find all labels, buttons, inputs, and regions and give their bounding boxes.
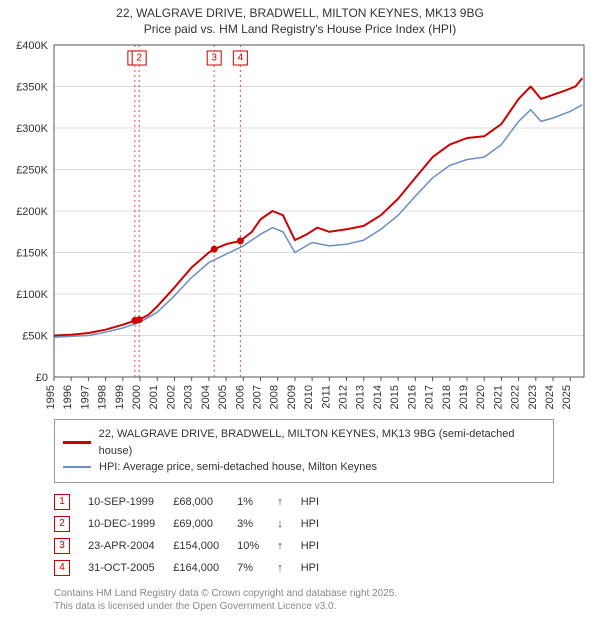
svg-text:4: 4 <box>238 53 244 64</box>
chart-svg: £0 £50K £100K £150K £200K £250K £300K £350K £400… <box>10 41 590 411</box>
sale-date: 31-OCT-2005 <box>88 557 173 579</box>
svg-text:2003: 2003 <box>183 385 195 409</box>
svg-text:£300K: £300K <box>16 123 48 135</box>
svg-text:2021: 2021 <box>492 385 504 409</box>
svg-text:2017: 2017 <box>424 385 436 409</box>
sale-suffix: HPI <box>301 557 337 579</box>
svg-text:3: 3 <box>211 53 217 64</box>
svg-text:£50K: £50K <box>22 331 48 343</box>
svg-text:2024: 2024 <box>544 385 556 409</box>
svg-text:2025: 2025 <box>561 385 573 409</box>
svg-text:£250K: £250K <box>16 165 48 177</box>
svg-text:2018: 2018 <box>441 385 453 409</box>
svg-text:1999: 1999 <box>114 385 126 409</box>
svg-text:2005: 2005 <box>217 385 229 409</box>
svg-text:2002: 2002 <box>165 385 177 409</box>
table-row: 1 10-SEP-1999£68,0001%↑HPI <box>54 491 337 513</box>
svg-text:2011: 2011 <box>320 385 332 409</box>
svg-text:£0: £0 <box>36 372 48 384</box>
sale-suffix: HPI <box>301 491 337 513</box>
svg-text:2007: 2007 <box>251 385 263 409</box>
svg-text:1997: 1997 <box>79 385 91 409</box>
svg-text:£100K: £100K <box>16 289 48 301</box>
sale-num: 3 <box>54 535 88 557</box>
svg-text:2015: 2015 <box>389 385 401 409</box>
legend-item: HPI: Average price, semi-detached house,… <box>63 459 545 476</box>
legend: 22, WALGRAVE DRIVE, BRADWELL, MILTON KEY… <box>54 419 554 483</box>
svg-text:2010: 2010 <box>303 385 315 409</box>
sale-suffix: HPI <box>301 513 337 535</box>
svg-text:2022: 2022 <box>510 385 522 409</box>
sale-arrow: ↑ <box>277 535 301 557</box>
title-line1: 22, WALGRAVE DRIVE, BRADWELL, MILTON KEY… <box>116 6 484 20</box>
svg-text:2012: 2012 <box>338 385 350 409</box>
svg-text:2014: 2014 <box>372 385 384 409</box>
svg-text:2004: 2004 <box>200 385 212 409</box>
sale-date: 10-DEC-1999 <box>88 513 173 535</box>
sale-num: 4 <box>54 557 88 579</box>
footer-attribution: Contains HM Land Registry data © Crown c… <box>54 587 590 613</box>
footer-line2: This data is licensed under the Open Gov… <box>54 601 336 612</box>
sale-price: £68,000 <box>173 491 237 513</box>
svg-text:1995: 1995 <box>45 385 57 409</box>
table-row: 3 23-APR-2004£154,00010%↑HPI <box>54 535 337 557</box>
sale-pct: 7% <box>237 557 277 579</box>
sale-pct: 10% <box>237 535 277 557</box>
table-row: 4 31-OCT-2005£164,0007%↑HPI <box>54 557 337 579</box>
svg-text:£150K: £150K <box>16 248 48 260</box>
title-line2: Price paid vs. HM Land Registry's House … <box>144 22 456 36</box>
sale-marker-badge: 1 <box>54 494 70 510</box>
svg-text:2008: 2008 <box>269 385 281 409</box>
sale-price: £164,000 <box>173 557 237 579</box>
table-row: 2 10-DEC-1999£69,0003%↓HPI <box>54 513 337 535</box>
sale-arrow: ↑ <box>277 491 301 513</box>
sale-arrow: ↑ <box>277 557 301 579</box>
legend-label: 22, WALGRAVE DRIVE, BRADWELL, MILTON KEY… <box>99 426 545 459</box>
svg-text:2020: 2020 <box>475 385 487 409</box>
legend-label: HPI: Average price, semi-detached house,… <box>99 459 377 476</box>
footer-line1: Contains HM Land Registry data © Crown c… <box>54 588 397 599</box>
svg-text:2000: 2000 <box>131 385 143 409</box>
sale-pct: 1% <box>237 491 277 513</box>
sale-marker-badge: 2 <box>54 516 70 532</box>
chart-title: 22, WALGRAVE DRIVE, BRADWELL, MILTON KEY… <box>10 6 590 37</box>
sale-date: 10-SEP-1999 <box>88 491 173 513</box>
sale-pct: 3% <box>237 513 277 535</box>
svg-text:2001: 2001 <box>148 385 160 409</box>
sale-date: 23-APR-2004 <box>88 535 173 557</box>
chart: £0 £50K £100K £150K £200K £250K £300K £350K £400… <box>10 41 590 411</box>
legend-swatch <box>63 466 91 468</box>
svg-text:2006: 2006 <box>234 385 246 409</box>
sale-marker-badge: 3 <box>54 538 70 554</box>
svg-text:2: 2 <box>136 53 142 64</box>
svg-text:£200K: £200K <box>16 206 48 218</box>
sale-suffix: HPI <box>301 535 337 557</box>
legend-item: 22, WALGRAVE DRIVE, BRADWELL, MILTON KEY… <box>63 426 545 459</box>
sales-table: 110-SEP-1999£68,0001%↑HPI210-DEC-1999£69… <box>54 491 337 579</box>
svg-text:2013: 2013 <box>355 385 367 409</box>
svg-text:£350K: £350K <box>16 82 48 94</box>
sale-num: 2 <box>54 513 88 535</box>
svg-text:2023: 2023 <box>527 385 539 409</box>
svg-text:2009: 2009 <box>286 385 298 409</box>
sale-marker-badge: 4 <box>54 560 70 576</box>
svg-text:2016: 2016 <box>406 385 418 409</box>
svg-text:£400K: £400K <box>16 41 48 52</box>
svg-text:1998: 1998 <box>97 385 109 409</box>
legend-swatch <box>63 441 91 444</box>
sale-arrow: ↓ <box>277 513 301 535</box>
sale-price: £154,000 <box>173 535 237 557</box>
sale-price: £69,000 <box>173 513 237 535</box>
sale-num: 1 <box>54 491 88 513</box>
svg-text:2019: 2019 <box>458 385 470 409</box>
svg-text:1996: 1996 <box>62 385 74 409</box>
